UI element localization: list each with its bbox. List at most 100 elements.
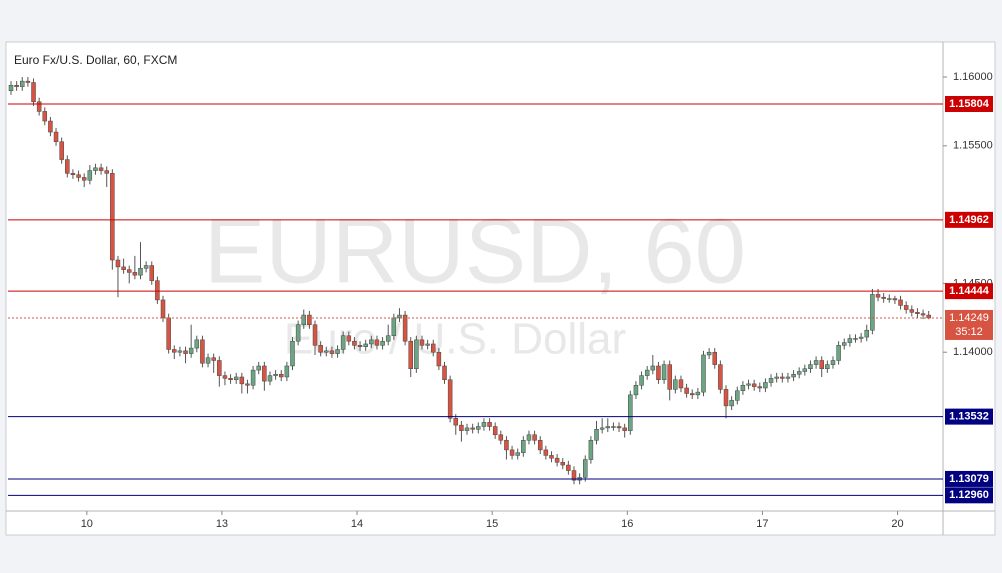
candle-body — [706, 351, 712, 356]
candle-body — [414, 339, 419, 369]
candle-body — [768, 378, 774, 383]
candle-body — [65, 159, 70, 174]
candle-body — [177, 350, 183, 353]
candle-body — [357, 345, 363, 347]
candle-body — [250, 369, 256, 386]
candle-body — [678, 379, 684, 389]
candle-body — [481, 422, 487, 427]
candle-body — [132, 272, 138, 276]
candle-body — [256, 365, 261, 371]
level-label-box — [945, 408, 993, 425]
candle-body — [205, 357, 211, 364]
candle-body — [881, 296, 886, 299]
candle-body — [104, 170, 109, 174]
candle-body — [858, 336, 864, 339]
candle-body — [110, 173, 115, 261]
candle-body — [639, 375, 644, 386]
level-label: 1.14962 — [949, 214, 989, 226]
candle-body — [436, 351, 442, 367]
x-tick-label: 13 — [216, 518, 228, 530]
candle-body — [701, 354, 706, 393]
candle-body — [757, 386, 763, 389]
candle-body — [374, 339, 380, 346]
candle-body — [143, 265, 149, 269]
candle-body — [340, 335, 346, 350]
candle-body — [903, 305, 909, 310]
candle-body — [25, 80, 31, 83]
candle-body — [487, 422, 492, 427]
candle-body — [870, 294, 875, 331]
level-label-box — [945, 283, 993, 300]
candle-body — [825, 364, 830, 369]
level-label-box — [945, 487, 993, 504]
candle-body — [93, 167, 98, 171]
candle-body — [464, 427, 470, 431]
candle-body — [780, 376, 785, 379]
candle-body — [622, 427, 627, 431]
candle-body — [841, 342, 847, 346]
candle-body — [419, 339, 425, 346]
candle-body — [76, 174, 81, 178]
candle-body — [492, 426, 498, 436]
candle-body — [774, 376, 779, 379]
candle-body — [656, 365, 661, 380]
candle-body — [915, 312, 920, 314]
candle-body — [633, 384, 639, 396]
candle-body — [70, 173, 76, 175]
candle-body — [819, 360, 824, 369]
y-tick-label: 1.14000 — [953, 346, 993, 358]
candle-body — [549, 455, 554, 459]
candle-body — [611, 426, 616, 428]
y-tick-label: 1.16000 — [953, 71, 993, 83]
candle-body — [31, 82, 36, 103]
candle-body — [661, 364, 667, 380]
candle-body — [875, 294, 881, 298]
candle-body — [735, 390, 740, 401]
candle-body — [453, 418, 459, 426]
candle-body — [684, 387, 689, 394]
candle-body — [402, 314, 408, 342]
candle-body — [673, 379, 678, 390]
level-label: 1.13532 — [949, 411, 989, 423]
candle-body — [785, 376, 791, 379]
candle-body — [588, 440, 594, 460]
candle-body — [599, 427, 605, 430]
candle-body — [909, 309, 915, 313]
candle-body — [509, 449, 515, 456]
candle-body — [498, 434, 504, 441]
candle-body — [324, 350, 329, 353]
candle-body — [160, 299, 166, 319]
watermark-description: Euro / U.S. Dollar — [284, 315, 626, 364]
candle-body — [59, 141, 64, 160]
candle-body — [284, 365, 290, 378]
candle-body — [318, 345, 323, 353]
candle-body — [8, 85, 14, 92]
candle-body — [718, 364, 723, 390]
y-tick-label: 1.15500 — [953, 140, 993, 152]
candle-body — [363, 343, 368, 347]
candle-body — [290, 340, 295, 367]
candle-body — [408, 340, 413, 369]
candle-body — [740, 384, 746, 391]
candle-body — [583, 459, 588, 478]
candle-body — [301, 314, 307, 325]
candle-body — [239, 376, 245, 385]
chart-title: Euro Fx/U.S. Dollar, 60, FXCM — [14, 53, 177, 67]
candle-body — [217, 360, 222, 376]
x-tick-label: 20 — [891, 518, 903, 530]
watermark-symbol: EURUSD, 60 — [204, 200, 746, 302]
candle-body — [335, 349, 340, 354]
candle-body — [14, 85, 19, 87]
candle-body — [98, 167, 104, 171]
candle-body — [847, 338, 853, 343]
candle-body — [188, 347, 194, 354]
candle-body — [352, 340, 357, 346]
candle-body — [616, 426, 622, 429]
candle-body — [746, 383, 751, 386]
candle-body — [712, 351, 717, 365]
plot-area — [8, 77, 931, 485]
x-tick-label: 16 — [621, 518, 633, 530]
candle-body — [278, 373, 284, 378]
